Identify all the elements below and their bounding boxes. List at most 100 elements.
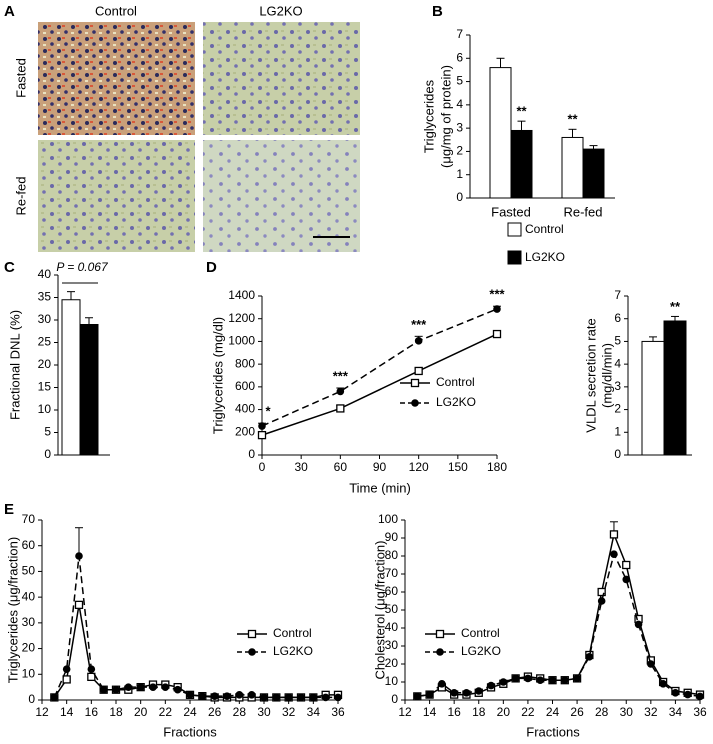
x-tick-label: 32 [282,705,296,719]
legend-marker [410,378,420,388]
annotation: ** [516,104,527,119]
y-tick-label: 5 [44,425,51,439]
y-tick-label: 10 [38,402,52,416]
x-tick-label: 18 [472,705,486,719]
y-tick-label: 25 [38,335,52,349]
bar [79,324,99,456]
marker [696,692,704,701]
y-tick-label: 20 [38,357,52,371]
annotation: *** [333,368,349,383]
column-label: Control [95,3,137,18]
y-axis-label: (mg/dl/min) [599,343,614,408]
marker [87,672,96,682]
y-axis-label: Triglycerides [421,79,436,153]
x-axis-label: Fractions [163,724,217,739]
y-tick-label: 60 [385,584,399,598]
x-tick-label: 22 [521,705,535,719]
x-tick-label: 20 [134,705,148,719]
x-tick-label: Re-fed [563,204,602,219]
x-tick-label: 34 [669,705,683,719]
marker [272,693,281,702]
y-tick-label: 80 [385,548,399,562]
y-tick-label: 100 [378,512,398,526]
bar [663,320,687,456]
marker [257,430,267,440]
y-tick-label: 40 [22,589,36,603]
marker [284,693,293,702]
y-tick-label: 800 [235,356,255,370]
panel-label: B [432,3,443,20]
x-tick-label: 36 [693,705,707,719]
y-tick-label: 2 [456,144,463,158]
y-axis-label: VLDL secretion rate [583,318,598,432]
annotation: ** [567,112,578,127]
annotation: *** [489,287,505,302]
x-tick-label: 30 [620,705,634,719]
marker [450,689,458,697]
marker [659,680,667,688]
y-axis-label: (μg/mg of protein) [438,65,453,168]
marker [173,685,182,694]
x-tick-label: 16 [447,705,461,719]
x-tick-label: 24 [546,705,560,719]
marker [198,692,207,700]
y-tick-label: 15 [38,380,52,394]
legend-marker [435,629,445,639]
marker [511,674,520,683]
bar [582,148,605,199]
legend-marker [411,399,419,407]
marker [186,691,194,699]
legend-label: Control [436,375,475,389]
series-line [261,308,498,427]
x-tick-label: 14 [60,705,74,719]
marker [247,691,256,699]
row-label: Fasted [13,58,28,98]
legend-marker [436,648,444,656]
x-tick-label: 60 [334,460,348,474]
y-tick-label: 200 [235,424,255,438]
y-tick-label: 2 [614,402,621,416]
bar [61,299,81,456]
marker [438,680,446,688]
legend-label: Control [461,626,500,640]
y-tick-label: 0 [28,692,35,706]
marker [136,683,145,691]
y-tick-label: 600 [235,379,255,393]
marker [74,600,84,610]
y-tick-label: 50 [385,602,399,616]
y-tick-label: 70 [385,566,399,580]
legend-marker [248,648,256,656]
x-tick-label: Fasted [491,204,531,219]
annotation: P = 0.067 [56,260,109,274]
marker [50,693,59,702]
x-tick-label: 30 [294,460,308,474]
micrograph [203,140,360,252]
x-tick-label: 26 [208,705,222,719]
marker [622,560,631,570]
x-tick-label: 26 [570,705,584,719]
legend-label: LG2KO [525,250,565,264]
marker [258,422,266,430]
legend-swatch [507,222,522,237]
y-tick-label: 3 [456,120,463,134]
y-tick-label: 400 [235,402,255,416]
micrograph [38,140,195,252]
marker [87,665,96,673]
x-tick-label: 36 [331,705,345,719]
y-tick-label: 4 [614,356,621,370]
y-axis-label: Triglycerides (μg/fraction) [5,537,20,683]
legend-marker [247,629,257,639]
y-tick-label: 6 [456,50,463,64]
marker [336,387,345,396]
marker [548,676,557,684]
y-tick-label: 6 [614,311,621,325]
marker [334,693,342,702]
y-tick-label: 30 [22,615,36,629]
panel-label: D [206,259,217,276]
y-tick-label: 0 [391,692,398,706]
marker [524,674,532,683]
x-axis-label: Fractions [526,724,580,739]
y-tick-label: 40 [38,267,52,281]
y-axis-label: Cholesterol (μg/fraction) [372,541,387,680]
marker [493,305,501,313]
